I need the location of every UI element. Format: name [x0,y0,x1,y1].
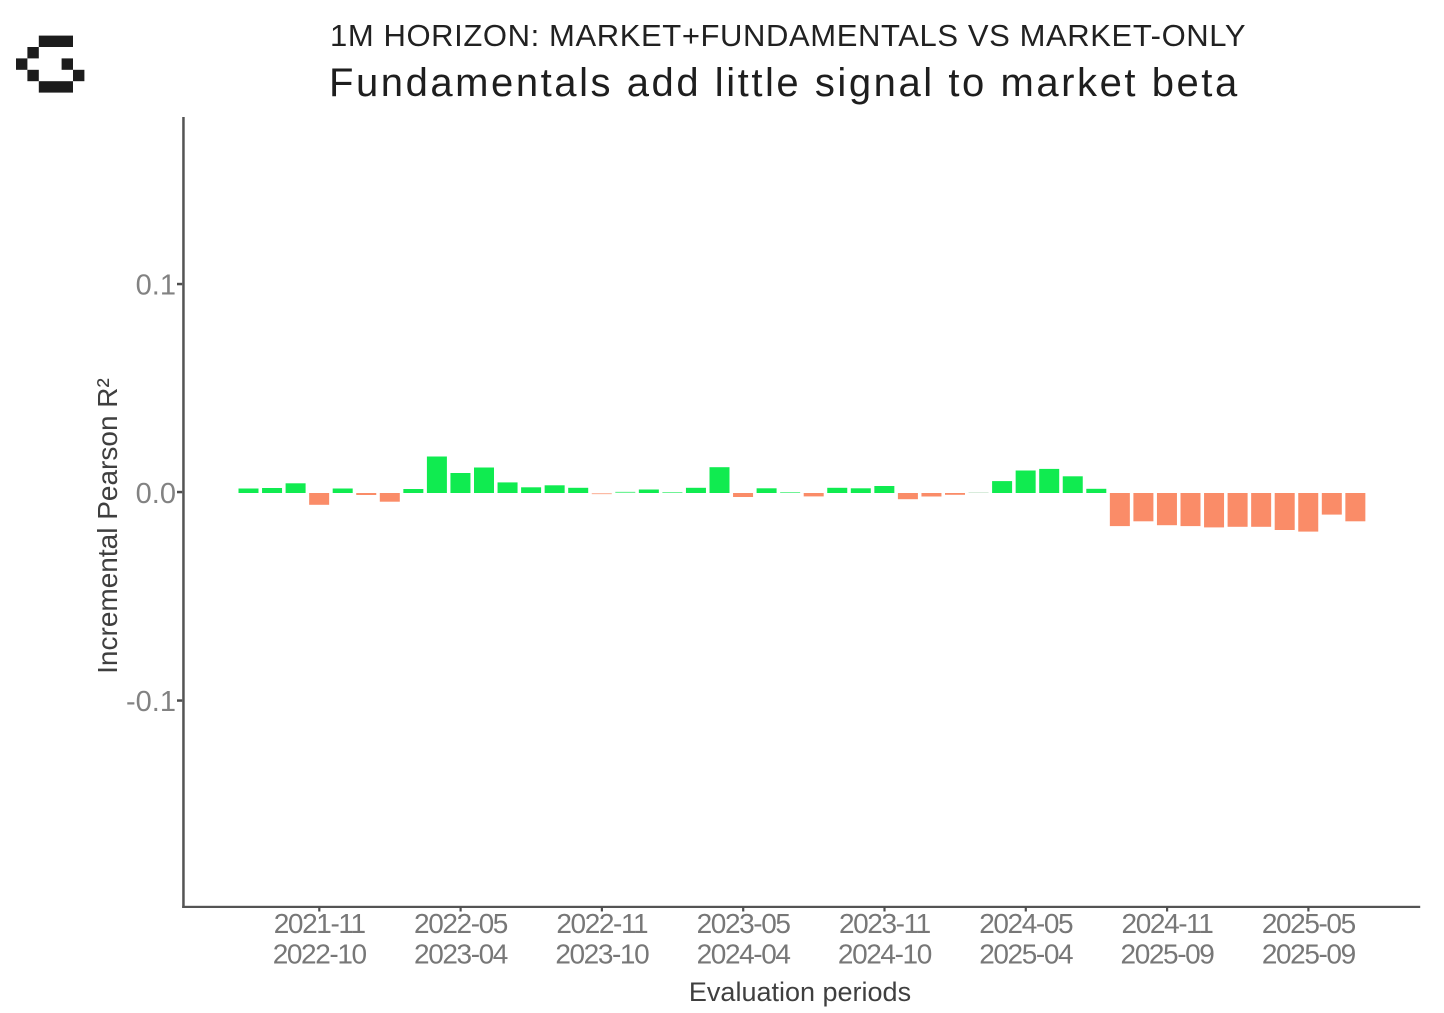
svg-text:2025-04: 2025-04 [979,939,1073,970]
svg-text:1M HORIZON: MARKET+FUNDAMENTAL: 1M HORIZON: MARKET+FUNDAMENTALS VS MARKE… [330,18,1246,53]
svg-text:2024-10: 2024-10 [838,939,932,970]
svg-text:Fundamentals add little signal: Fundamentals add little signal to market… [329,61,1240,105]
svg-text:2022-10: 2022-10 [273,939,367,970]
svg-text:2024-04: 2024-04 [697,939,791,970]
svg-text:2023-04: 2023-04 [414,939,508,970]
svg-text:2021-11: 2021-11 [274,908,366,939]
svg-text:2024-11: 2024-11 [1122,908,1214,939]
svg-text:Incremental Pearson R²: Incremental Pearson R² [92,378,123,674]
svg-text:2023-11: 2023-11 [839,908,931,939]
svg-text:2024-05: 2024-05 [979,908,1073,939]
svg-text:2022-11: 2022-11 [556,908,648,939]
svg-text:2023-10: 2023-10 [555,939,649,970]
svg-text:2025-09: 2025-09 [1121,939,1215,970]
svg-text:0.1: 0.1 [136,270,176,302]
svg-text:2025-05: 2025-05 [1262,908,1356,939]
svg-text:2023-05: 2023-05 [697,908,791,939]
svg-text:2025-09: 2025-09 [1262,939,1356,970]
svg-text:-0.1: -0.1 [126,686,176,718]
svg-text:2022-05: 2022-05 [414,908,508,939]
svg-text:Evaluation periods: Evaluation periods [689,977,911,1007]
svg-text:0.0: 0.0 [136,478,176,510]
